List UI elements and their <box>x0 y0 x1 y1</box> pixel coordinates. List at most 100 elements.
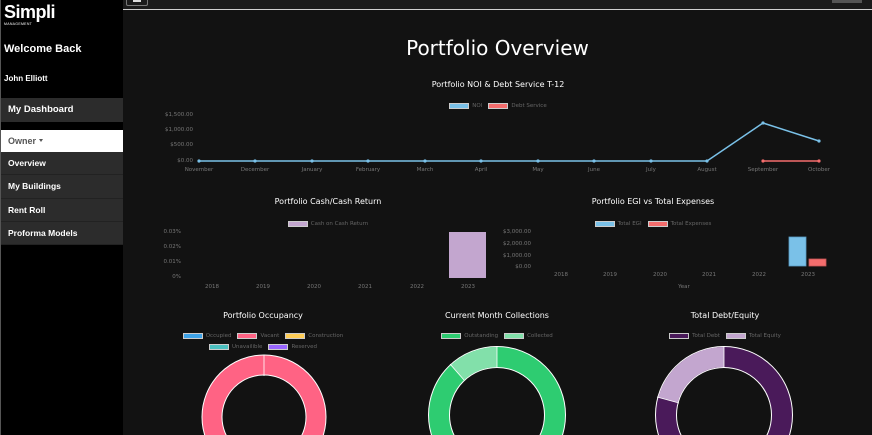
legend-item-total-equity[interactable]: Total Equity <box>725 333 781 339</box>
x-tick: November <box>184 167 214 173</box>
occupancy-legend: Occupied Vacant Construction <box>163 333 363 339</box>
legend-swatch <box>488 103 509 109</box>
legend-item-total-egi[interactable]: Total EGI <box>594 221 642 227</box>
owner-dropdown-label: Owner <box>8 136 37 146</box>
noi-line-chart <box>197 121 821 163</box>
legend-swatch <box>208 344 229 350</box>
x-tick: 2020 <box>307 284 321 290</box>
noi-chart-title: Portfolio NOI & Debt Service T-12 <box>431 80 565 89</box>
x-tick: December <box>240 167 270 173</box>
main-content: Portfolio Overview Portfolio NOI & Debt … <box>123 11 872 435</box>
egi-chart-legend: Total EGI Total Expenses <box>553 221 753 227</box>
x-tick: 2022 <box>752 272 766 278</box>
noi-chart-legend: NOI Debt Service <box>353 103 643 109</box>
legend-item-debt-service[interactable]: Debt Service <box>488 103 547 109</box>
legend-swatch <box>441 333 462 339</box>
occupancy-chart-title: Portfolio Occupancy <box>223 311 303 320</box>
debt-equity-chart-title: Total Debt/Equity <box>690 311 760 320</box>
legend-item-total-expenses[interactable]: Total Expenses <box>647 221 712 227</box>
y-tick: $0.00 <box>515 264 531 270</box>
legend-swatch <box>287 221 308 227</box>
legend-swatch <box>285 333 306 339</box>
logo-text: Simpli <box>4 2 56 22</box>
legend-label: Total Equity <box>748 333 781 339</box>
sidebar-item-rent-roll[interactable]: Rent Roll <box>1 198 123 222</box>
y-tick: 0.02% <box>163 244 181 250</box>
sidebar-item-my-buildings[interactable]: My Buildings <box>1 175 123 199</box>
legend-swatch <box>669 333 690 339</box>
legend-item-collected[interactable]: Collected <box>504 333 553 339</box>
legend-label: Occupied <box>205 333 232 339</box>
cash-return-chart-title: Portfolio Cash/Cash Return <box>274 197 382 206</box>
collections-donut[interactable] <box>417 343 577 435</box>
legend-swatch <box>237 333 258 339</box>
x-tick: 2021 <box>702 272 716 278</box>
page-title: Portfolio Overview <box>406 36 589 60</box>
menu-toggle-button[interactable] <box>126 0 148 6</box>
y-tick: $1,000.00 <box>165 127 193 133</box>
x-tick: February <box>355 167 381 173</box>
top-right-text <box>832 0 862 3</box>
x-tick: 2018 <box>554 272 568 278</box>
egi-chart-title: Portfolio EGI vs Total Expenses <box>591 197 715 206</box>
legend-label: Debt Service <box>511 103 547 109</box>
debt-equity-donut[interactable] <box>634 343 814 435</box>
sidebar-item-overview[interactable]: Overview <box>1 152 123 176</box>
legend-item-total-debt[interactable]: Total Debt <box>669 333 720 339</box>
x-tick: 2023 <box>461 284 475 290</box>
legend-item-reserved[interactable]: Reserved <box>268 344 317 350</box>
x-tick: 2021 <box>358 284 372 290</box>
x-tick: March <box>416 167 434 173</box>
legend-item-outstanding[interactable]: Outstanding <box>441 333 498 339</box>
legend-swatch <box>647 221 668 227</box>
x-tick: June <box>588 167 600 173</box>
cash-return-bar-2023[interactable] <box>449 232 489 282</box>
user-name: John Elliott <box>4 74 48 83</box>
x-tick: 2018 <box>205 284 219 290</box>
x-tick: January <box>301 167 323 173</box>
legend-item-cash-on-cash[interactable]: Cash on Cash Return <box>287 221 368 227</box>
legend-swatch <box>182 333 203 339</box>
logo-subtext: MANAGEMENT <box>4 22 33 26</box>
y-tick: $2,000.00 <box>503 241 531 247</box>
egi-bars-2023[interactable] <box>788 236 829 277</box>
x-tick: September <box>747 167 779 173</box>
legend-item-noi[interactable]: NOI <box>449 103 482 109</box>
sidebar: Simpli MANAGEMENT Welcome Back John Elli… <box>0 0 123 435</box>
legend-swatch <box>725 333 746 339</box>
logo[interactable]: Simpli MANAGEMENT <box>4 3 64 29</box>
collections-legend: Outstanding Collected <box>397 333 597 339</box>
legend-label: Construction <box>308 333 344 339</box>
owner-dropdown[interactable]: Owner <box>1 130 123 152</box>
legend-item-unavailable[interactable]: Unavailible <box>208 344 262 350</box>
y-tick: 0% <box>172 274 181 280</box>
debt-equity-legend: Total Debt Total Equity <box>625 333 825 339</box>
legend-item-occupied[interactable]: Occupied <box>182 333 232 339</box>
legend-item-vacant[interactable]: Vacant <box>237 333 279 339</box>
collections-chart-title: Current Month Collections <box>445 311 549 320</box>
owner-submenu: Overview My Buildings Rent Roll Proforma… <box>1 152 123 246</box>
legend-swatch <box>449 103 470 109</box>
x-tick: 2023 <box>801 272 815 278</box>
sidebar-item-my-dashboard[interactable]: My Dashboard <box>1 98 123 122</box>
x-tick: 2022 <box>410 284 424 290</box>
legend-label: Outstanding <box>464 333 499 339</box>
top-bar <box>123 0 872 10</box>
legend-label: Total Expenses <box>670 221 712 227</box>
x-tick: April <box>474 167 488 173</box>
x-tick: 2019 <box>603 272 617 278</box>
caret-down-icon <box>39 139 44 142</box>
occupancy-donut[interactable] <box>184 354 344 435</box>
sidebar-item-proforma-models[interactable]: Proforma Models <box>1 221 123 246</box>
x-tick: July <box>646 167 656 173</box>
y-tick: $500.00 <box>170 142 193 148</box>
legend-swatch <box>504 333 525 339</box>
x-tick: October <box>807 167 831 173</box>
legend-swatch <box>268 344 289 350</box>
x-tick: May <box>532 167 544 173</box>
y-tick: 0.03% <box>163 229 181 235</box>
legend-item-construction[interactable]: Construction <box>285 333 343 339</box>
x-axis-label: Year <box>678 284 690 290</box>
y-tick: $3,000.00 <box>503 229 531 235</box>
